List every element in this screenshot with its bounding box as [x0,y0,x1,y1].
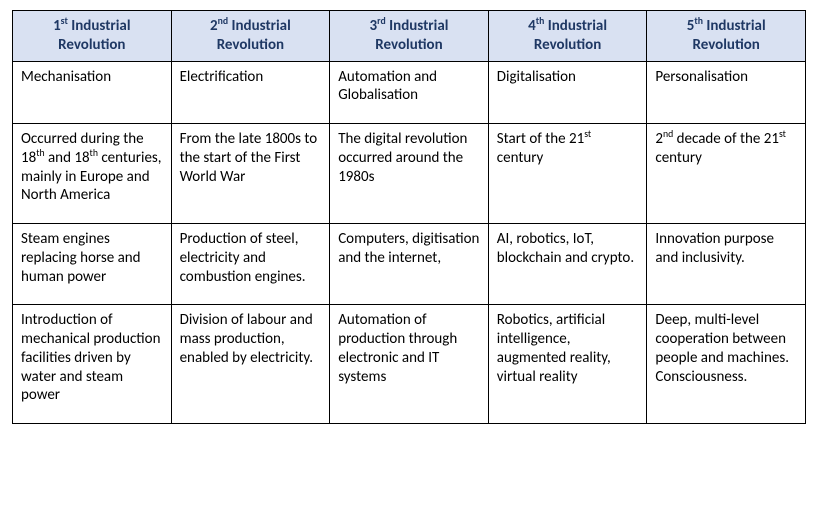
cell: Start of the 21st century [488,124,647,224]
cell: Robotics, artificial intelligence, augme… [488,305,647,424]
cell: Production of steel, electricity and com… [171,224,330,305]
cell: Steam engines replacing horse and human … [13,224,172,305]
col-header-4: 4th IndustrialRevolution [488,11,647,62]
table-row: Steam engines replacing horse and human … [13,224,806,305]
cell: Innovation purpose and inclusivity. [647,224,806,305]
cell: Computers, digitisation and the internet… [330,224,489,305]
cell: Division of labour and mass production, … [171,305,330,424]
cell: Electrification [171,61,330,124]
cell: Deep, multi-level cooperation between pe… [647,305,806,424]
table-header-row: 1st IndustrialRevolution 2nd IndustrialR… [13,11,806,62]
table-row: Occurred during the 18th and 18th centur… [13,124,806,224]
cell: AI, robotics, IoT, blockchain and crypto… [488,224,647,305]
cell: The digital revolution occurred around t… [330,124,489,224]
table-body: Mechanisation Electrification Automation… [13,61,806,424]
cell: Mechanisation [13,61,172,124]
cell: 2nd decade of the 21st century [647,124,806,224]
cell: Digitalisation [488,61,647,124]
cell: Introduction of mechanical production fa… [13,305,172,424]
cell: Personalisation [647,61,806,124]
industrial-revolutions-table: 1st IndustrialRevolution 2nd IndustrialR… [12,10,806,424]
cell: Occurred during the 18th and 18th centur… [13,124,172,224]
table-row: Mechanisation Electrification Automation… [13,61,806,124]
cell: Automation and Globalisation [330,61,489,124]
cell: Automation of production through electro… [330,305,489,424]
cell: From the late 1800s to the start of the … [171,124,330,224]
col-header-2: 2nd IndustrialRevolution [171,11,330,62]
col-header-1: 1st IndustrialRevolution [13,11,172,62]
table-row: Introduction of mechanical production fa… [13,305,806,424]
col-header-5: 5th IndustrialRevolution [647,11,806,62]
col-header-3: 3rd IndustrialRevolution [330,11,489,62]
